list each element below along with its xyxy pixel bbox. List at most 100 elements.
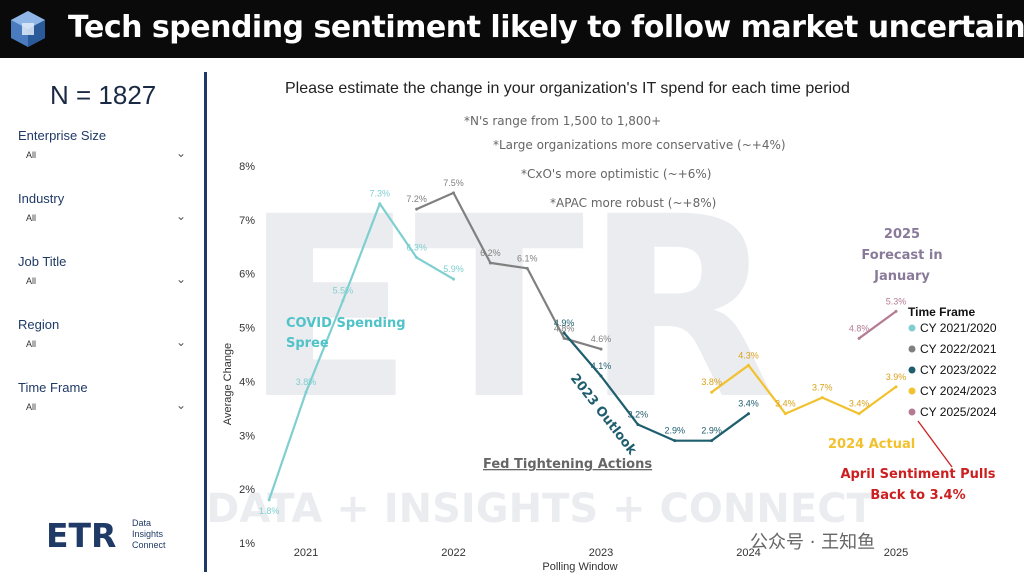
note-n-range: *N's range from 1,500 to 1,800+ bbox=[464, 114, 661, 128]
data-point bbox=[894, 309, 898, 313]
data-point bbox=[452, 277, 455, 281]
data-point bbox=[562, 336, 566, 340]
x-axis-label: Polling Window bbox=[542, 561, 617, 573]
data-label: 6.1% bbox=[517, 253, 538, 263]
dashboard-panel bbox=[0, 58, 1024, 576]
data-label: 5.9% bbox=[443, 264, 464, 274]
filter-value: All bbox=[26, 402, 37, 412]
filter-region[interactable]: Region All ⌄ bbox=[18, 317, 190, 349]
filter-value: All bbox=[26, 150, 37, 160]
y-tick-label: 5% bbox=[239, 323, 255, 335]
annotation-april-arrow bbox=[917, 420, 953, 468]
note-apac: *APAC more robust (~+8%) bbox=[550, 196, 716, 210]
filter-industry[interactable]: Industry All ⌄ bbox=[18, 191, 190, 223]
series-line bbox=[710, 364, 897, 415]
legend: Time Frame CY 2021/2020 CY 2022/2021 CY 20… bbox=[908, 305, 997, 419]
data-label: 3.7% bbox=[812, 383, 833, 393]
data-label: 2.9% bbox=[701, 426, 722, 436]
data-label: 3.2% bbox=[628, 410, 649, 420]
y-tick-label: 8% bbox=[239, 161, 255, 173]
legend-swatch bbox=[908, 345, 916, 353]
y-tick-label: 2% bbox=[239, 484, 255, 496]
chart-watermark: ETR DATA + INSIGHTS + CONNECT bbox=[210, 163, 875, 532]
y-tick-label: 4% bbox=[239, 376, 255, 388]
note-cxo: *CxO's more optimistic (~+6%) bbox=[521, 167, 711, 181]
chart-title: Please estimate the change in your organ… bbox=[285, 80, 850, 97]
filter-label: Industry bbox=[18, 191, 65, 206]
legend-label: CY 2021/2020 bbox=[920, 321, 997, 335]
data-label: 6.2% bbox=[480, 248, 501, 258]
etr-logo: ETR Data Insights Connect bbox=[46, 516, 166, 555]
data-point bbox=[304, 390, 308, 394]
x-tick-label: 2021 bbox=[294, 547, 318, 559]
chevron-down-icon[interactable]: ⌄ bbox=[176, 209, 187, 223]
etr-cube-icon bbox=[11, 11, 45, 47]
annotation-fed: Fed Tightening Actions bbox=[483, 457, 652, 472]
data-point bbox=[857, 336, 861, 340]
series-1: 1.8% 3.8% 5.5% 7.3% 6.3% 5.9% bbox=[259, 189, 464, 516]
data-point bbox=[415, 256, 419, 260]
annotation-forecast-line2: Forecast in bbox=[861, 248, 942, 263]
series-3: 4.9% 4.1% 3.2% 2.9% 2.9% 3.4% bbox=[554, 318, 759, 443]
data-point bbox=[415, 207, 419, 211]
y-axis: 1% 2% 3% 4% 5% 6% 7% 8% bbox=[239, 161, 255, 550]
legend-label: CY 2024/2023 bbox=[920, 384, 997, 398]
data-point bbox=[525, 266, 529, 270]
filter-value: All bbox=[26, 276, 37, 286]
data-point bbox=[452, 191, 455, 195]
x-axis: 2021 2022 2023 2024 2025 bbox=[294, 547, 908, 559]
data-label: 4.8% bbox=[554, 323, 575, 333]
data-label: 5.3% bbox=[886, 296, 907, 306]
data-label: 2.9% bbox=[664, 426, 685, 436]
data-label: 7.3% bbox=[369, 189, 390, 199]
annotation-april-line2: Back to 3.4% bbox=[870, 488, 965, 503]
chevron-down-icon[interactable]: ⌄ bbox=[176, 272, 187, 286]
filter-value: All bbox=[26, 339, 37, 349]
watermark-tagline: DATA + INSIGHTS + CONNECT bbox=[210, 486, 875, 532]
legend-swatch bbox=[908, 366, 916, 374]
legend-title: Time Frame bbox=[908, 305, 975, 319]
data-label: 3.9% bbox=[886, 372, 907, 382]
data-point bbox=[857, 412, 861, 416]
data-point bbox=[894, 385, 898, 389]
logo-word: ETR bbox=[46, 516, 116, 555]
legend-item: CY 2021/2020 bbox=[908, 321, 997, 335]
y-tick-label: 3% bbox=[239, 430, 255, 442]
logo-line3: Connect bbox=[132, 540, 166, 550]
data-label: 3.4% bbox=[775, 399, 796, 409]
legend-item: CY 2023/2022 bbox=[908, 363, 997, 377]
chevron-down-icon[interactable]: ⌄ bbox=[176, 398, 187, 412]
data-point bbox=[783, 412, 787, 416]
filter-time-frame[interactable]: Time Frame All ⌄ bbox=[18, 380, 190, 412]
series-line bbox=[268, 202, 455, 501]
data-point bbox=[488, 261, 492, 265]
filter-label: Region bbox=[18, 317, 60, 332]
filter-label: Job Title bbox=[18, 254, 67, 269]
chevron-down-icon[interactable]: ⌄ bbox=[176, 335, 187, 349]
data-point bbox=[710, 439, 714, 443]
sample-size-label: N = 1827 bbox=[50, 80, 157, 110]
data-label: 4.9% bbox=[554, 318, 575, 328]
note-large-orgs: *Large organizations more conservative (… bbox=[493, 138, 786, 152]
x-tick-label: 2023 bbox=[589, 547, 613, 559]
legend-item: CY 2022/2021 bbox=[908, 342, 997, 356]
data-point bbox=[747, 363, 750, 367]
chevron-down-icon[interactable]: ⌄ bbox=[176, 146, 187, 160]
legend-item: CY 2025/2024 bbox=[908, 405, 997, 419]
data-point bbox=[820, 396, 824, 400]
series-4: 3.8% 4.3% 3.4% 3.7% 3.4% 3.9% bbox=[701, 350, 907, 416]
it-spend-chart: ETR DATA + INSIGHTS + CONNECT Please est… bbox=[210, 80, 997, 573]
filter-label: Time Frame bbox=[18, 380, 88, 395]
filter-enterprise-size[interactable]: Enterprise Size All ⌄ bbox=[18, 128, 190, 160]
annotation-2024-actual: 2024 Actual bbox=[828, 437, 915, 452]
title-bar: Tech spending sentiment likely to follow… bbox=[0, 0, 1024, 58]
annotation-covid-line2: Spree bbox=[286, 336, 329, 351]
data-point bbox=[747, 412, 750, 416]
data-point bbox=[341, 299, 345, 303]
series-5: 4.8% 5.3% bbox=[849, 296, 907, 340]
data-label: 3.8% bbox=[296, 377, 317, 387]
data-label: 7.5% bbox=[443, 178, 464, 188]
filter-job-title[interactable]: Job Title All ⌄ bbox=[18, 254, 190, 286]
x-tick-label: 2022 bbox=[441, 547, 465, 559]
legend-swatch bbox=[908, 387, 916, 395]
